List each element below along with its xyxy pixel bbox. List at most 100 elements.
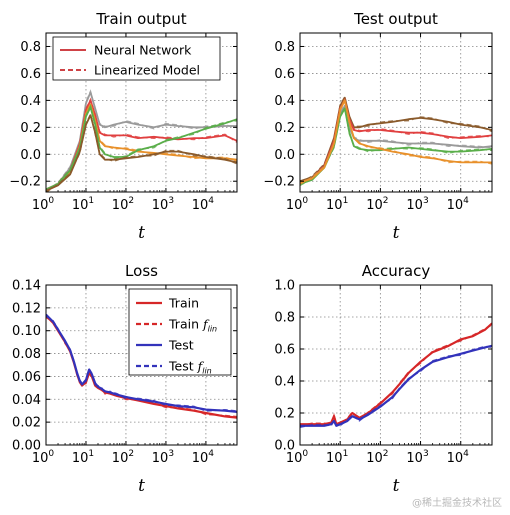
legend-label: Train flin: [168, 317, 217, 334]
y-tick-label: 1.0: [274, 279, 295, 294]
axes-frame: [299, 32, 493, 193]
y-tick-label: 0.08: [12, 347, 41, 362]
series-group: [46, 313, 237, 419]
chart-title: Train output: [95, 10, 186, 28]
chart-title: Test output: [353, 10, 438, 28]
series-line-test: [46, 313, 237, 413]
x-axis-label: t: [138, 476, 145, 496]
y-tick-label: 0.0: [274, 439, 295, 454]
legend-label: Neural Network: [94, 43, 192, 58]
y-tick-label: 0.06: [12, 370, 41, 385]
axes-frame: [45, 284, 238, 446]
series-group: [300, 94, 492, 187]
x-axis-label: t: [393, 223, 400, 243]
y-tick-label: 0.8: [20, 40, 41, 55]
x-tick-label: 103: [152, 196, 174, 213]
y-tick-label: 0.6: [274, 343, 295, 358]
panel-loss: 0.00 0.02 0.04 0.06 0.08 0.10 0.12 0.14 100 101 10…: [12, 262, 238, 496]
legend: Neural Network Linearized Model: [52, 36, 221, 81]
x-tick-label: 103: [152, 449, 174, 466]
x-tick-label: 103: [406, 449, 428, 466]
watermark: @稀土掘金技术社区: [412, 498, 502, 509]
series-line-linearized-4: [46, 112, 237, 192]
series-line-linearized-4: [300, 97, 492, 185]
y-tick-label: 0.10: [12, 324, 41, 339]
series-line-traj-3: [46, 106, 237, 191]
x-tick-label: 100: [32, 196, 55, 213]
series-line-linearized-0: [300, 94, 492, 184]
series-line-traj-1: [46, 99, 237, 191]
y-tick-label: −0.2: [9, 175, 41, 190]
x-tick-label: 103: [406, 196, 428, 213]
series-line-linearized-3: [300, 105, 492, 187]
x-tick-label: 102: [366, 449, 388, 466]
x-tick-label: 101: [72, 196, 94, 213]
y-tick-label: 0.0: [20, 148, 41, 163]
x-tick-label: 101: [72, 449, 94, 466]
series-line-traj-2: [300, 104, 492, 184]
series-line-test: [300, 344, 492, 427]
series-line-traj-4: [46, 114, 237, 192]
y-tick-label: 0.12: [12, 301, 41, 316]
series-group: [300, 322, 492, 428]
series-line-linearized-2: [46, 101, 237, 192]
chart-title: Accuracy: [362, 262, 431, 280]
panel-train-output: −0.2 0.0 0.2 0.4 0.6 0.8 100 101 102 103 104 Train …: [9, 10, 238, 243]
x-tick-label: 104: [192, 449, 215, 466]
y-tick-label: 0.6: [274, 67, 295, 82]
y-tick-label: 0.00: [12, 439, 41, 454]
y-tick-label: 0.14: [12, 279, 41, 294]
x-tick-label: 104: [192, 196, 215, 213]
legend-box: [52, 36, 221, 81]
panel-test-output: −0.2 0.0 0.2 0.4 0.6 0.8 100 101 102 103 104 Test o…: [263, 10, 493, 243]
y-tick-label: 0.4: [20, 94, 41, 109]
y-tick-label: 0.8: [274, 40, 295, 55]
legend-label: Linearized Model: [94, 63, 200, 78]
series-line-linearized-0: [300, 324, 492, 427]
y-tick-label: 0.2: [20, 121, 41, 136]
chart-title: Loss: [125, 262, 158, 280]
x-axis-label: t: [138, 223, 145, 243]
series-line-linearized-1: [46, 315, 237, 412]
series-group: [46, 89, 237, 192]
x-tick-label: 102: [112, 449, 134, 466]
y-tick-label: 0.8: [274, 311, 295, 326]
legend-label: Test: [168, 338, 194, 353]
x-tick-label: 100: [286, 196, 309, 213]
series-line-linearized-2: [300, 102, 492, 185]
series-line-traj-4: [300, 99, 492, 184]
y-tick-label: 0.0: [274, 148, 295, 163]
y-tick-label: 0.4: [274, 94, 295, 109]
y-tick-label: 0.04: [12, 393, 41, 408]
series-line-train: [300, 322, 492, 426]
y-tick-label: 0.6: [20, 67, 41, 82]
x-tick-label: 104: [447, 196, 470, 213]
legend: Train Train flin Test Test flin: [128, 288, 232, 376]
series-line-traj-1: [300, 99, 492, 184]
y-tick-label: −0.2: [263, 175, 295, 190]
y-tick-label: 0.2: [274, 121, 295, 136]
x-tick-label: 102: [112, 196, 134, 213]
panel-accuracy: 0.0 0.2 0.4 0.6 0.8 1.0 100 101 102 103 104 Accurac…: [274, 262, 493, 496]
series-line-traj-0: [46, 91, 237, 192]
x-tick-label: 101: [326, 449, 348, 466]
series-line-traj-0: [300, 96, 492, 183]
series-line-linearized-1: [46, 97, 237, 192]
series-line-linearized-1: [300, 97, 492, 185]
axes-frame: [45, 32, 238, 193]
axes-frame: [299, 284, 493, 446]
series-line-linearized-0: [46, 89, 237, 192]
legend-label: Train: [168, 296, 199, 311]
y-tick-label: 0.4: [274, 375, 295, 390]
x-tick-label: 102: [366, 196, 388, 213]
legend-label: Test flin: [168, 359, 212, 376]
x-tick-label: 104: [447, 449, 470, 466]
series-line-linearized-3: [46, 104, 237, 192]
y-tick-label: 0.2: [274, 407, 295, 422]
series-line-linearized-1: [300, 345, 492, 428]
x-tick-label: 100: [32, 449, 55, 466]
x-axis-label: t: [393, 476, 400, 496]
y-tick-label: 0.02: [12, 416, 41, 431]
x-tick-label: 100: [286, 449, 309, 466]
